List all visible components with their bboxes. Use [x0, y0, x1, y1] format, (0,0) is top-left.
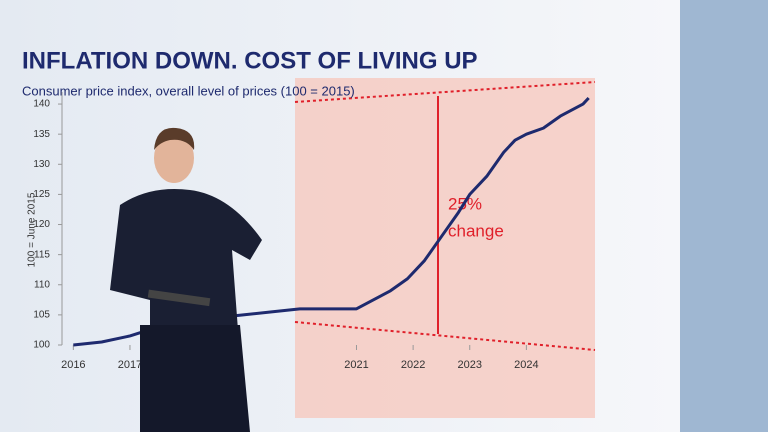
x-tick-label: 2017 — [118, 359, 142, 371]
y-tick-label: 130 — [33, 159, 50, 170]
y-tick-label: 140 — [33, 99, 50, 110]
y-tick-label: 105 — [33, 310, 50, 321]
y-tick-label: 115 — [34, 249, 50, 260]
chart-subtitle: Consumer price index, overall level of p… — [22, 83, 355, 98]
x-tick-label: 2021 — [344, 359, 368, 371]
y-tick-label: 110 — [34, 279, 50, 290]
presenter-hair — [154, 127, 195, 150]
y-axis-label: 100 = June 2015 — [27, 192, 38, 267]
y-tick-label: 100 — [33, 340, 50, 351]
annotation: change — [448, 221, 504, 240]
x-tick-label: 2016 — [61, 359, 85, 371]
presenter-body — [110, 189, 262, 330]
x-tick-label: 2023 — [458, 359, 482, 371]
presenter-head — [154, 133, 194, 183]
x-tick-label: 2024 — [514, 359, 538, 371]
x-tick-label: 2022 — [401, 359, 425, 371]
top-dotted-line — [294, 81, 596, 103]
presenter-legs — [140, 325, 250, 432]
y-tick-label: 120 — [33, 219, 50, 230]
side-panel — [680, 0, 768, 432]
tablet — [147, 289, 211, 307]
bottom-dotted-line — [294, 321, 596, 351]
y-tick-label: 125 — [33, 189, 50, 200]
presenter — [110, 127, 262, 432]
y-tick-label: 135 — [33, 129, 50, 140]
highlight-region — [295, 78, 595, 418]
chart-title: INFLATION DOWN. COST OF LIVING UP — [22, 47, 478, 74]
